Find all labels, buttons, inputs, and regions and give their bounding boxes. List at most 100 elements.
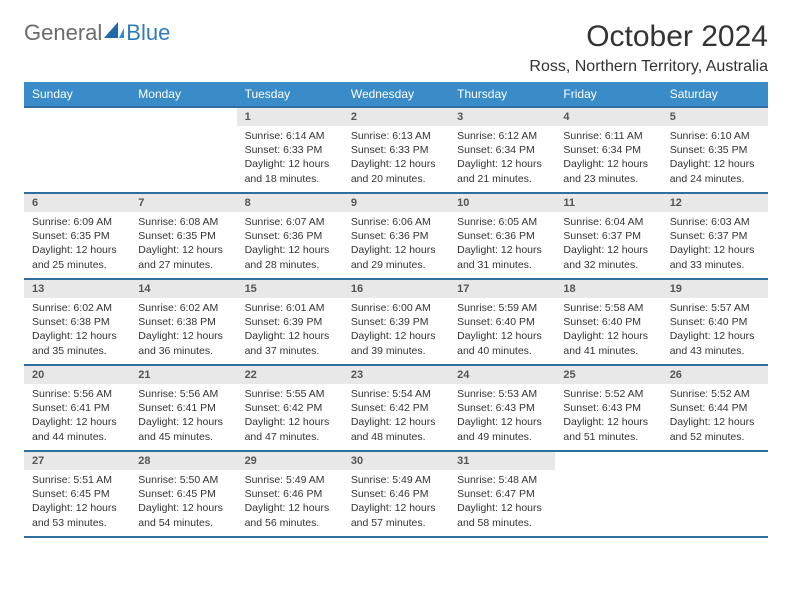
day-header: Tuesday — [237, 82, 343, 107]
calendar-cell: 2Sunrise: 6:13 AMSunset: 6:33 PMDaylight… — [343, 107, 449, 193]
header: General Blue October 2024 Ross, Northern… — [24, 20, 768, 76]
sunset-text: Sunset: 6:40 PM — [563, 315, 653, 329]
sunrise-text: Sunrise: 5:49 AM — [245, 473, 335, 487]
sunset-text: Sunset: 6:39 PM — [245, 315, 335, 329]
daylight-text: Daylight: 12 hours and 23 minutes. — [563, 157, 653, 185]
day-details: Sunrise: 5:58 AMSunset: 6:40 PMDaylight:… — [555, 298, 661, 364]
calendar-cell: 19Sunrise: 5:57 AMSunset: 6:40 PMDayligh… — [662, 279, 768, 365]
day-number: 26 — [662, 366, 768, 384]
calendar-cell: 18Sunrise: 5:58 AMSunset: 6:40 PMDayligh… — [555, 279, 661, 365]
sunrise-text: Sunrise: 6:03 AM — [670, 215, 760, 229]
sunrise-text: Sunrise: 5:56 AM — [32, 387, 122, 401]
day-details: Sunrise: 6:12 AMSunset: 6:34 PMDaylight:… — [449, 126, 555, 192]
sunrise-text: Sunrise: 5:59 AM — [457, 301, 547, 315]
day-number: 31 — [449, 452, 555, 470]
sunrise-text: Sunrise: 6:13 AM — [351, 129, 441, 143]
sunrise-text: Sunrise: 5:54 AM — [351, 387, 441, 401]
sunset-text: Sunset: 6:43 PM — [457, 401, 547, 415]
sunset-text: Sunset: 6:45 PM — [138, 487, 228, 501]
day-number: 22 — [237, 366, 343, 384]
daylight-text: Daylight: 12 hours and 39 minutes. — [351, 329, 441, 357]
day-header: Monday — [130, 82, 236, 107]
daylight-text: Daylight: 12 hours and 21 minutes. — [457, 157, 547, 185]
sunrise-text: Sunrise: 5:55 AM — [245, 387, 335, 401]
sunset-text: Sunset: 6:37 PM — [563, 229, 653, 243]
calendar-week: 20Sunrise: 5:56 AMSunset: 6:41 PMDayligh… — [24, 365, 768, 451]
day-details: Sunrise: 6:08 AMSunset: 6:35 PMDaylight:… — [130, 212, 236, 278]
sunset-text: Sunset: 6:43 PM — [563, 401, 653, 415]
day-number: 15 — [237, 280, 343, 298]
day-details: Sunrise: 5:51 AMSunset: 6:45 PMDaylight:… — [24, 470, 130, 536]
sunset-text: Sunset: 6:39 PM — [351, 315, 441, 329]
sunset-text: Sunset: 6:33 PM — [245, 143, 335, 157]
day-details: Sunrise: 6:02 AMSunset: 6:38 PMDaylight:… — [130, 298, 236, 364]
calendar-cell: 21Sunrise: 5:56 AMSunset: 6:41 PMDayligh… — [130, 365, 236, 451]
day-details: Sunrise: 6:00 AMSunset: 6:39 PMDaylight:… — [343, 298, 449, 364]
sunset-text: Sunset: 6:46 PM — [245, 487, 335, 501]
day-details: Sunrise: 5:48 AMSunset: 6:47 PMDaylight:… — [449, 470, 555, 536]
sunset-text: Sunset: 6:36 PM — [457, 229, 547, 243]
sunset-text: Sunset: 6:45 PM — [32, 487, 122, 501]
daylight-text: Daylight: 12 hours and 31 minutes. — [457, 243, 547, 271]
day-header: Saturday — [662, 82, 768, 107]
day-details: Sunrise: 5:56 AMSunset: 6:41 PMDaylight:… — [130, 384, 236, 450]
calendar-cell: 30Sunrise: 5:49 AMSunset: 6:46 PMDayligh… — [343, 451, 449, 537]
sunrise-text: Sunrise: 5:57 AM — [670, 301, 760, 315]
sunrise-text: Sunrise: 5:52 AM — [670, 387, 760, 401]
day-number: 4 — [555, 108, 661, 126]
day-number: 3 — [449, 108, 555, 126]
day-number: 24 — [449, 366, 555, 384]
day-header: Sunday — [24, 82, 130, 107]
daylight-text: Daylight: 12 hours and 52 minutes. — [670, 415, 760, 443]
day-number: 21 — [130, 366, 236, 384]
daylight-text: Daylight: 12 hours and 49 minutes. — [457, 415, 547, 443]
day-number: 2 — [343, 108, 449, 126]
day-details: Sunrise: 6:09 AMSunset: 6:35 PMDaylight:… — [24, 212, 130, 278]
daylight-text: Daylight: 12 hours and 35 minutes. — [32, 329, 122, 357]
sunrise-text: Sunrise: 5:50 AM — [138, 473, 228, 487]
calendar-cell: 12Sunrise: 6:03 AMSunset: 6:37 PMDayligh… — [662, 193, 768, 279]
calendar-cell: 15Sunrise: 6:01 AMSunset: 6:39 PMDayligh… — [237, 279, 343, 365]
calendar-cell: 26Sunrise: 5:52 AMSunset: 6:44 PMDayligh… — [662, 365, 768, 451]
sunset-text: Sunset: 6:36 PM — [351, 229, 441, 243]
sunset-text: Sunset: 6:35 PM — [32, 229, 122, 243]
day-header: Thursday — [449, 82, 555, 107]
day-details: Sunrise: 6:13 AMSunset: 6:33 PMDaylight:… — [343, 126, 449, 192]
calendar-cell: 27Sunrise: 5:51 AMSunset: 6:45 PMDayligh… — [24, 451, 130, 537]
sunset-text: Sunset: 6:46 PM — [351, 487, 441, 501]
daylight-text: Daylight: 12 hours and 53 minutes. — [32, 501, 122, 529]
daylight-text: Daylight: 12 hours and 27 minutes. — [138, 243, 228, 271]
day-number: 19 — [662, 280, 768, 298]
calendar-cell: 31Sunrise: 5:48 AMSunset: 6:47 PMDayligh… — [449, 451, 555, 537]
day-number: 25 — [555, 366, 661, 384]
sunset-text: Sunset: 6:35 PM — [670, 143, 760, 157]
daylight-text: Daylight: 12 hours and 43 minutes. — [670, 329, 760, 357]
calendar-table: SundayMondayTuesdayWednesdayThursdayFrid… — [24, 82, 768, 538]
sunset-text: Sunset: 6:35 PM — [138, 229, 228, 243]
sunrise-text: Sunrise: 5:56 AM — [138, 387, 228, 401]
sunset-text: Sunset: 6:41 PM — [138, 401, 228, 415]
sunset-text: Sunset: 6:47 PM — [457, 487, 547, 501]
sunrise-text: Sunrise: 5:58 AM — [563, 301, 653, 315]
calendar-cell: 28Sunrise: 5:50 AMSunset: 6:45 PMDayligh… — [130, 451, 236, 537]
calendar-cell: 25Sunrise: 5:52 AMSunset: 6:43 PMDayligh… — [555, 365, 661, 451]
sunset-text: Sunset: 6:38 PM — [138, 315, 228, 329]
sunset-text: Sunset: 6:33 PM — [351, 143, 441, 157]
day-header: Friday — [555, 82, 661, 107]
sunrise-text: Sunrise: 6:06 AM — [351, 215, 441, 229]
calendar-cell: 14Sunrise: 6:02 AMSunset: 6:38 PMDayligh… — [130, 279, 236, 365]
calendar-cell: 20Sunrise: 5:56 AMSunset: 6:41 PMDayligh… — [24, 365, 130, 451]
day-number: 14 — [130, 280, 236, 298]
day-number: 7 — [130, 194, 236, 212]
logo-text-general: General — [24, 20, 102, 46]
daylight-text: Daylight: 12 hours and 57 minutes. — [351, 501, 441, 529]
day-details: Sunrise: 5:55 AMSunset: 6:42 PMDaylight:… — [237, 384, 343, 450]
sunrise-text: Sunrise: 6:01 AM — [245, 301, 335, 315]
sunrise-text: Sunrise: 6:02 AM — [138, 301, 228, 315]
sunrise-text: Sunrise: 6:10 AM — [670, 129, 760, 143]
calendar-week: 13Sunrise: 6:02 AMSunset: 6:38 PMDayligh… — [24, 279, 768, 365]
calendar-cell: 17Sunrise: 5:59 AMSunset: 6:40 PMDayligh… — [449, 279, 555, 365]
day-details: Sunrise: 5:53 AMSunset: 6:43 PMDaylight:… — [449, 384, 555, 450]
day-details: Sunrise: 5:49 AMSunset: 6:46 PMDaylight:… — [343, 470, 449, 536]
daylight-text: Daylight: 12 hours and 33 minutes. — [670, 243, 760, 271]
